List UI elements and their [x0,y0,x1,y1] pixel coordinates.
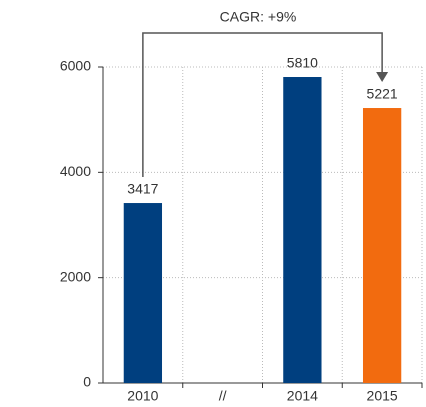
cagr-bracket [142,32,383,178]
x-tick-label: 2014 [287,388,318,404]
x-tick-label: 2010 [127,388,158,404]
y-tick-label: 4000 [60,163,91,179]
y-tick-label: 6000 [60,58,91,74]
y-tick-label: 2000 [60,268,91,284]
cagr-arrow [376,72,389,83]
bar [362,108,402,383]
bar [283,77,322,384]
y-tick-label: 0 [83,374,91,390]
x-tick-label: 2015 [367,388,398,404]
value-label: 5810 [287,55,318,71]
x-tick-label: // [219,388,227,404]
annotation: CAGR: +9% [220,9,297,25]
value-label: 3417 [127,181,158,197]
value-label: 5221 [367,86,398,102]
bar [123,203,163,383]
